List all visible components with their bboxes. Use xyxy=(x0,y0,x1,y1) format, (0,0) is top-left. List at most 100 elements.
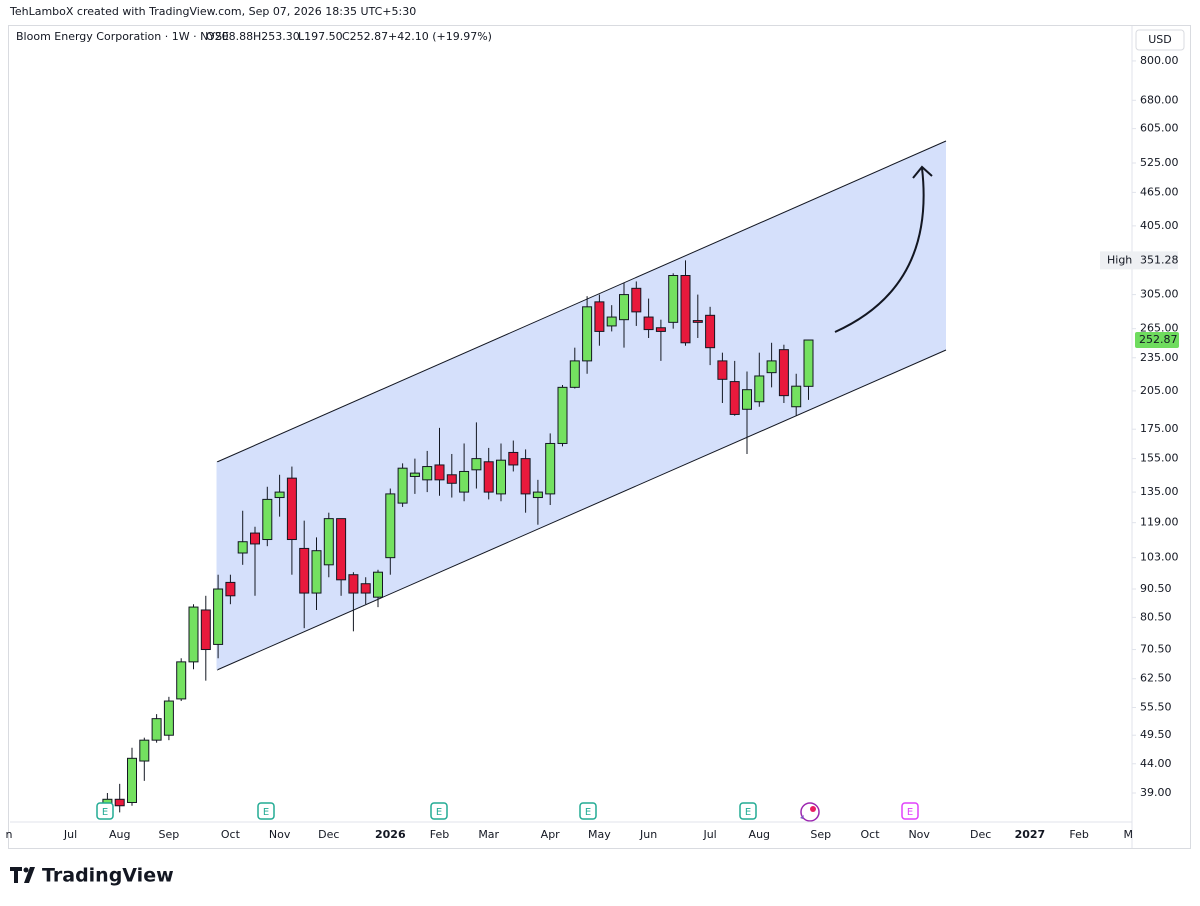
candle-body xyxy=(336,518,347,581)
candle-body xyxy=(483,461,494,493)
x-tick-label: May xyxy=(588,828,611,841)
y-tick-label: 235.00 xyxy=(1140,351,1179,364)
candle xyxy=(127,747,137,806)
last-price-tag xyxy=(1135,332,1179,349)
x-tick-label: Nov xyxy=(908,828,930,841)
y-tick-label: 205.00 xyxy=(1140,384,1179,397)
candle xyxy=(274,474,285,517)
x-tick-label: Oct xyxy=(860,828,880,841)
candle xyxy=(250,526,260,596)
candle-body xyxy=(114,798,125,807)
x-tick-label: Aug xyxy=(749,828,770,841)
y-tick-label: 800.00 xyxy=(1140,54,1179,67)
earnings-event[interactable]: E xyxy=(901,802,919,820)
candle-body xyxy=(594,301,605,332)
candle-body xyxy=(705,314,716,349)
candles xyxy=(102,260,814,820)
event-label[interactable]: E xyxy=(102,807,108,818)
candle-body xyxy=(496,459,506,495)
earnings-event[interactable]: E xyxy=(739,802,757,820)
x-tick-label: Feb xyxy=(430,828,449,841)
candle-body xyxy=(311,550,322,594)
candle-body xyxy=(385,493,396,559)
candle xyxy=(434,427,445,496)
candle xyxy=(385,488,396,575)
ohlc-legend: O208.88 H253.30 L197.50 C252.87 +42.10 (… xyxy=(206,30,492,43)
candle-body xyxy=(139,739,150,762)
candle xyxy=(200,595,211,681)
event-label[interactable]: E xyxy=(745,807,751,818)
candle xyxy=(778,344,789,403)
candle xyxy=(225,574,236,605)
y-tick-label: 55.50 xyxy=(1140,700,1172,713)
earnings-event[interactable]: E xyxy=(430,802,448,820)
candle xyxy=(422,450,433,493)
event-label[interactable]: E xyxy=(436,807,442,818)
channel-lower xyxy=(216,349,947,671)
y-tick-label: 49.50 xyxy=(1140,728,1172,741)
y-tick-label: 44.00 xyxy=(1140,757,1172,770)
candle xyxy=(594,294,605,346)
candle xyxy=(705,306,716,366)
candle xyxy=(446,453,457,498)
candle xyxy=(791,373,802,416)
candle xyxy=(336,518,347,596)
candle xyxy=(668,273,679,329)
x-tick-label: Nov xyxy=(269,828,291,841)
candle-body xyxy=(803,339,814,387)
candle-body xyxy=(791,385,802,408)
y-tick-label: 305.00 xyxy=(1140,288,1179,301)
candle-body xyxy=(606,316,617,327)
earnings-event[interactable]: E xyxy=(257,802,275,820)
candle xyxy=(680,260,691,346)
candle xyxy=(557,385,568,447)
candle xyxy=(692,294,703,338)
y-tick-label: 405.00 xyxy=(1140,219,1179,232)
currency-box[interactable] xyxy=(1135,29,1185,51)
author-line: TehLamboX created with TradingView.com, … xyxy=(9,5,416,18)
y-tick-label: 155.00 xyxy=(1140,452,1179,465)
candle-body xyxy=(262,498,273,541)
x-tick-label: Feb xyxy=(1069,828,1088,841)
x-tick-label: Aug xyxy=(109,828,130,841)
news-event[interactable] xyxy=(800,802,820,822)
candle-body xyxy=(360,583,371,594)
y-tick-label: 135.00 xyxy=(1140,485,1179,498)
event-label[interactable]: E xyxy=(585,807,591,818)
ohlc-low: L197.50 xyxy=(298,30,343,43)
x-tick-label: Sep xyxy=(810,828,831,841)
candle xyxy=(323,512,334,578)
high-marker-bg xyxy=(1100,251,1178,270)
y-tick-label: 39.00 xyxy=(1140,786,1172,799)
event-label[interactable]: E xyxy=(263,807,269,818)
candle xyxy=(176,658,187,702)
x-tick-label: M xyxy=(1124,828,1134,841)
event-label[interactable]: E xyxy=(907,807,913,818)
currency[interactable]: USD xyxy=(1148,33,1172,46)
candle-body xyxy=(188,606,199,663)
chart-frame xyxy=(8,25,1191,849)
candle xyxy=(643,298,654,338)
x-tick-label: Jul xyxy=(702,828,716,841)
candle xyxy=(139,737,150,781)
price-axis: 800.00 680.00 605.00 525.00 465.00 405.00 305.… xyxy=(1132,54,1179,799)
high-marker-name: High xyxy=(1107,253,1132,266)
candle xyxy=(397,463,408,507)
y-tick-label: 103.00 xyxy=(1140,551,1179,564)
y-tick-label: 680.00 xyxy=(1140,93,1179,106)
candle-body xyxy=(692,320,703,323)
x-tick-label: Dec xyxy=(970,828,991,841)
candle-body xyxy=(200,609,211,651)
ohlc-close: C252.87 xyxy=(342,30,388,43)
candle-body xyxy=(742,389,752,410)
earnings-event[interactable]: E xyxy=(96,802,114,820)
candle-body xyxy=(213,588,224,645)
x-tick-label: Jul xyxy=(63,828,77,841)
earnings-event[interactable]: E xyxy=(579,802,597,820)
candle-body xyxy=(446,474,457,484)
x-tick-label: Sep xyxy=(159,828,180,841)
candle-body xyxy=(176,661,187,700)
high-marker-label: 351.28 xyxy=(1140,253,1179,266)
x-tick-label: Oct xyxy=(221,828,241,841)
